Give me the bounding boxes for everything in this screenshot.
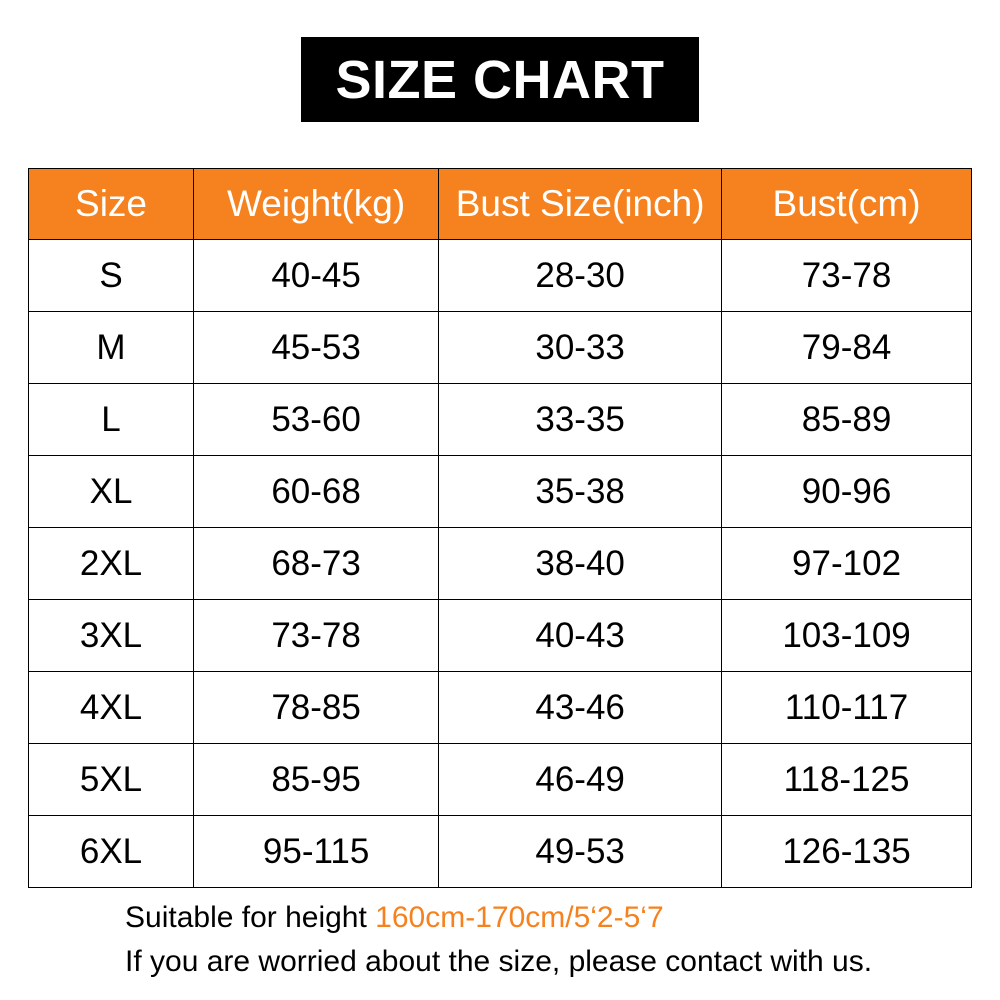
cell-size: XL: [27, 455, 195, 528]
cell-weight: 73-78: [193, 599, 440, 672]
table-row: 3XL 73-78 40-43 103-109: [27, 599, 972, 672]
footer-line-contact: If you are worried about the size, pleas…: [125, 945, 873, 978]
cell-bust-inch: 49-53: [438, 815, 723, 888]
footer-line-height: Suitable for height 160cm-170cm/5‘2-5‘7: [125, 896, 872, 940]
cell-bust-inch: 33-35: [438, 383, 723, 456]
cell-size: 3XL: [27, 599, 195, 672]
cell-bust-cm: 79-84: [721, 311, 972, 384]
table-row: 2XL 68-73 38-40 97-102: [27, 527, 972, 600]
column-header-weight: Weight(kg): [193, 168, 440, 240]
cell-bust-cm: 73-78: [721, 239, 972, 312]
cell-weight: 45-53: [193, 311, 440, 384]
cell-weight: 68-73: [193, 527, 440, 600]
cell-weight: 78-85: [193, 671, 440, 744]
cell-bust-inch: 30-33: [438, 311, 723, 384]
cell-weight: 85-95: [193, 743, 440, 816]
size-table: Size Weight(kg) Bust Size(inch) Bust(cm)…: [27, 168, 972, 888]
cell-size: M: [27, 311, 195, 384]
cell-bust-inch: 38-40: [438, 527, 723, 600]
table-row: XL 60-68 35-38 90-96: [27, 455, 972, 528]
cell-bust-cm: 97-102: [721, 527, 972, 600]
cell-bust-inch: 40-43: [438, 599, 723, 672]
cell-bust-cm: 110-117: [721, 671, 972, 744]
column-header-size: Size: [27, 168, 195, 240]
cell-size: 6XL: [27, 815, 195, 888]
footer-height-label: Suitable for height: [125, 901, 376, 934]
column-header-bust-inch: Bust Size(inch): [438, 168, 723, 240]
cell-bust-inch: 35-38: [438, 455, 723, 528]
table-row: M 45-53 30-33 79-84: [27, 311, 972, 384]
cell-bust-cm: 103-109: [721, 599, 972, 672]
table-row: 5XL 85-95 46-49 118-125: [27, 743, 972, 816]
cell-bust-cm: 90-96: [721, 455, 972, 528]
page-title: SIZE CHART: [335, 49, 665, 110]
footer-note: Suitable for height 160cm-170cm/5‘2-5‘7 …: [125, 896, 872, 984]
footer-height-range: 160cm-170cm/5‘2-5‘7: [375, 901, 664, 934]
column-header-bust-cm: Bust(cm): [721, 168, 972, 240]
table-row: 4XL 78-85 43-46 110-117: [27, 671, 972, 744]
cell-size: S: [27, 239, 195, 312]
table-row: S 40-45 28-30 73-78: [27, 239, 972, 312]
header-row: Size Weight(kg) Bust Size(inch) Bust(cm): [27, 168, 972, 240]
cell-size: 5XL: [27, 743, 195, 816]
title-banner: SIZE CHART: [301, 37, 699, 122]
cell-weight: 95-115: [193, 815, 440, 888]
cell-bust-cm: 118-125: [721, 743, 972, 816]
cell-bust-cm: 85-89: [721, 383, 972, 456]
table-row: 6XL 95-115 49-53 126-135: [27, 815, 972, 888]
cell-bust-inch: 46-49: [438, 743, 723, 816]
cell-weight: 40-45: [193, 239, 440, 312]
cell-size: L: [27, 383, 195, 456]
cell-weight: 53-60: [193, 383, 440, 456]
cell-bust-cm: 126-135: [721, 815, 972, 888]
cell-bust-inch: 43-46: [438, 671, 723, 744]
cell-size: 2XL: [27, 527, 195, 600]
table-row: L 53-60 33-35 85-89: [27, 383, 972, 456]
cell-bust-inch: 28-30: [438, 239, 723, 312]
cell-size: 4XL: [27, 671, 195, 744]
cell-weight: 60-68: [193, 455, 440, 528]
